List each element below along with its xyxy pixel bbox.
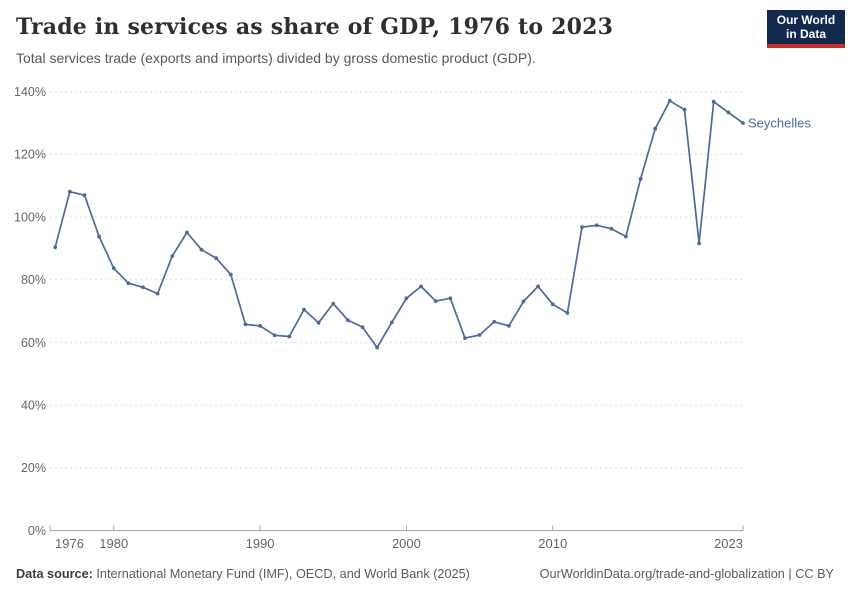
data-point[interactable] <box>316 320 321 325</box>
data-point[interactable] <box>389 320 394 325</box>
data-point[interactable] <box>463 336 467 340</box>
data-point[interactable] <box>638 177 643 181</box>
data-source-note: Data source: International Monetary Fund… <box>16 567 470 581</box>
y-axis-label: 140% <box>14 85 46 99</box>
line-chart: 0% 20% 40% 60% 80% 100% 120% 140% 1976 1980 1990 20… <box>14 85 811 551</box>
data-point[interactable] <box>97 234 101 239</box>
data-point[interactable] <box>111 266 116 271</box>
data-point[interactable] <box>624 234 628 239</box>
data-point[interactable] <box>565 311 570 315</box>
x-axis-label: 1990 <box>246 536 275 551</box>
data-point[interactable] <box>667 98 672 103</box>
credit-license: | CC BY <box>784 567 834 581</box>
x-axis-label: 1976 <box>55 536 84 551</box>
data-point[interactable] <box>228 272 233 277</box>
data-point[interactable] <box>67 189 72 194</box>
data-point[interactable] <box>521 299 526 304</box>
data-point[interactable] <box>433 299 438 303</box>
data-point[interactable] <box>580 225 584 230</box>
data-point[interactable] <box>272 333 277 338</box>
data-point[interactable] <box>726 110 731 115</box>
data-point[interactable] <box>536 284 540 289</box>
data-point[interactable] <box>185 230 189 235</box>
owid-logo[interactable]: Our World in Data <box>767 10 845 48</box>
data-point[interactable] <box>53 245 58 250</box>
chart-footer: Data source: International Monetary Fund… <box>16 567 834 581</box>
data-source-label: Data source: <box>16 567 93 581</box>
data-point[interactable] <box>199 247 204 252</box>
x-axis-label: 1980 <box>99 536 128 551</box>
data-point[interactable] <box>492 319 497 324</box>
data-point[interactable] <box>214 256 219 261</box>
y-axis-label: 40% <box>21 399 46 413</box>
y-axis-label: 0% <box>28 524 46 538</box>
data-point[interactable] <box>82 193 87 198</box>
y-axis-label: 20% <box>21 461 46 475</box>
y-axis-label: 80% <box>21 273 46 287</box>
data-point[interactable] <box>360 325 365 329</box>
y-axis-label: 120% <box>14 148 46 162</box>
entity-label-seychelles[interactable]: Seychelles <box>748 115 811 130</box>
data-point[interactable] <box>126 281 131 286</box>
credit-link[interactable]: OurWorldinData.org/trade-and-globalizati… <box>539 567 785 581</box>
data-point[interactable] <box>287 334 292 339</box>
y-axis-label: 100% <box>14 210 46 224</box>
data-point[interactable] <box>448 296 453 301</box>
x-axis-label: 2010 <box>538 536 567 551</box>
x-axis-label: 2023 <box>714 536 743 551</box>
data-point[interactable] <box>741 121 745 125</box>
data-point[interactable] <box>331 301 336 306</box>
seychelles-series-line[interactable] <box>54 99 744 349</box>
data-point[interactable] <box>682 107 687 112</box>
page-subtitle: Total services trade (exports and import… <box>16 50 536 66</box>
data-point[interactable] <box>346 318 350 323</box>
owid-logo-line1: Our World <box>776 13 836 27</box>
data-point[interactable] <box>258 324 262 328</box>
data-point[interactable] <box>711 99 716 104</box>
data-point[interactable] <box>155 291 160 296</box>
data-point[interactable] <box>243 322 248 327</box>
data-point[interactable] <box>609 226 614 231</box>
page-title: Trade in services as share of GDP, 1976 … <box>16 14 614 40</box>
data-point[interactable] <box>141 285 145 290</box>
data-point[interactable] <box>653 126 658 131</box>
data-point[interactable] <box>404 296 409 301</box>
data-point[interactable] <box>594 223 599 228</box>
data-point[interactable] <box>170 254 175 258</box>
data-source-text: International Monetary Fund (IMF), OECD,… <box>92 567 470 581</box>
data-point[interactable] <box>550 302 555 307</box>
data-point[interactable] <box>419 284 423 289</box>
credit-note: OurWorldinData.org/trade-and-globalizati… <box>540 567 834 581</box>
owid-logo-line2: in Data <box>785 26 826 41</box>
x-axis-label: 2000 <box>392 536 421 551</box>
data-point[interactable] <box>302 307 306 312</box>
data-point[interactable] <box>697 241 701 246</box>
y-axis-label: 60% <box>21 336 46 350</box>
data-point[interactable] <box>507 324 511 328</box>
data-point[interactable] <box>477 333 482 337</box>
data-point[interactable] <box>375 345 379 350</box>
